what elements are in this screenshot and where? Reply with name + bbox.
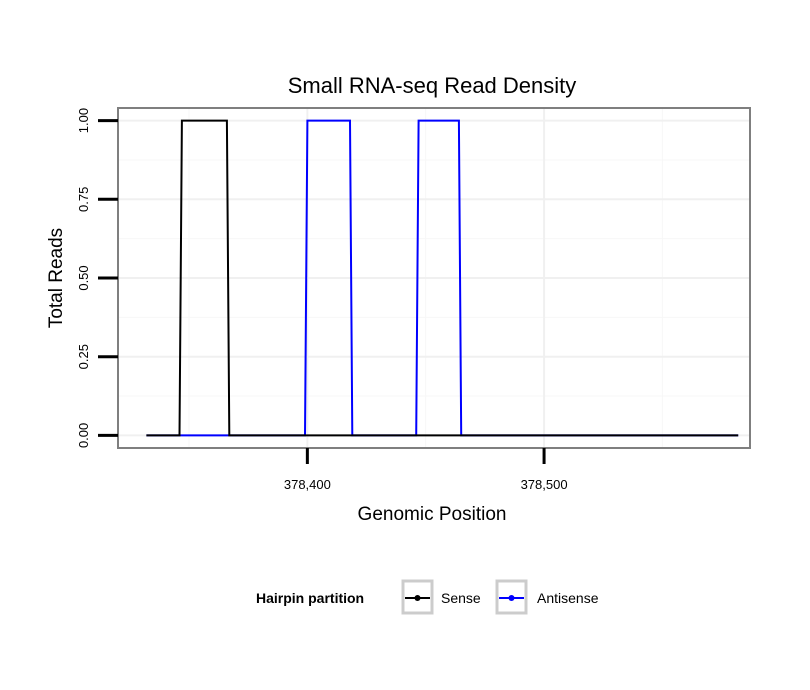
legend-swatch-sense-point [414, 595, 421, 601]
grid [118, 108, 750, 448]
legend-title: Hairpin partition [256, 590, 364, 606]
legend-item-antisense: Antisense [495, 579, 599, 615]
legend: Hairpin partition Sense Antisense [256, 579, 599, 615]
legend-swatch-antisense-point [508, 595, 515, 601]
series-line-sense [146, 119, 739, 437]
x-axis: 378,400 378,500 [284, 448, 568, 492]
series-layer [146, 119, 739, 437]
y-tick-label: 1.00 [76, 108, 91, 133]
y-axis-title: Total Reads [46, 228, 67, 328]
y-tick-label: 0.25 [76, 344, 91, 369]
legend-label-sense: Sense [441, 590, 481, 606]
y-axis: 0.00 0.25 0.50 0.75 1.00 [76, 108, 118, 448]
y-tick-label: 0.00 [76, 423, 91, 448]
series-line-antisense [146, 119, 739, 437]
x-axis-title: Genomic Position [358, 504, 507, 525]
chart-title: Small RNA-seq Read Density [288, 73, 577, 98]
x-tick-label: 378,400 [284, 477, 331, 492]
legend-item-sense: Sense [401, 579, 481, 615]
x-tick-label: 378,500 [521, 477, 568, 492]
y-tick-label: 0.50 [76, 265, 91, 290]
y-tick-label: 0.75 [76, 187, 91, 212]
legend-label-antisense: Antisense [537, 590, 599, 606]
